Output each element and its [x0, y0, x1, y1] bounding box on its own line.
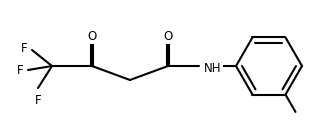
Text: F: F	[20, 43, 27, 55]
Text: F: F	[16, 63, 23, 77]
Text: O: O	[87, 29, 97, 43]
Text: O: O	[163, 29, 173, 43]
Text: NH: NH	[204, 62, 222, 74]
Text: F: F	[35, 94, 41, 107]
